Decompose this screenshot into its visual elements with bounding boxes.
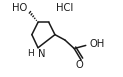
Text: H: H — [27, 49, 34, 58]
Text: HCl: HCl — [56, 3, 73, 13]
Text: O: O — [75, 60, 83, 70]
Text: OH: OH — [90, 39, 105, 49]
Text: N: N — [38, 49, 46, 59]
Text: HO: HO — [12, 3, 27, 13]
